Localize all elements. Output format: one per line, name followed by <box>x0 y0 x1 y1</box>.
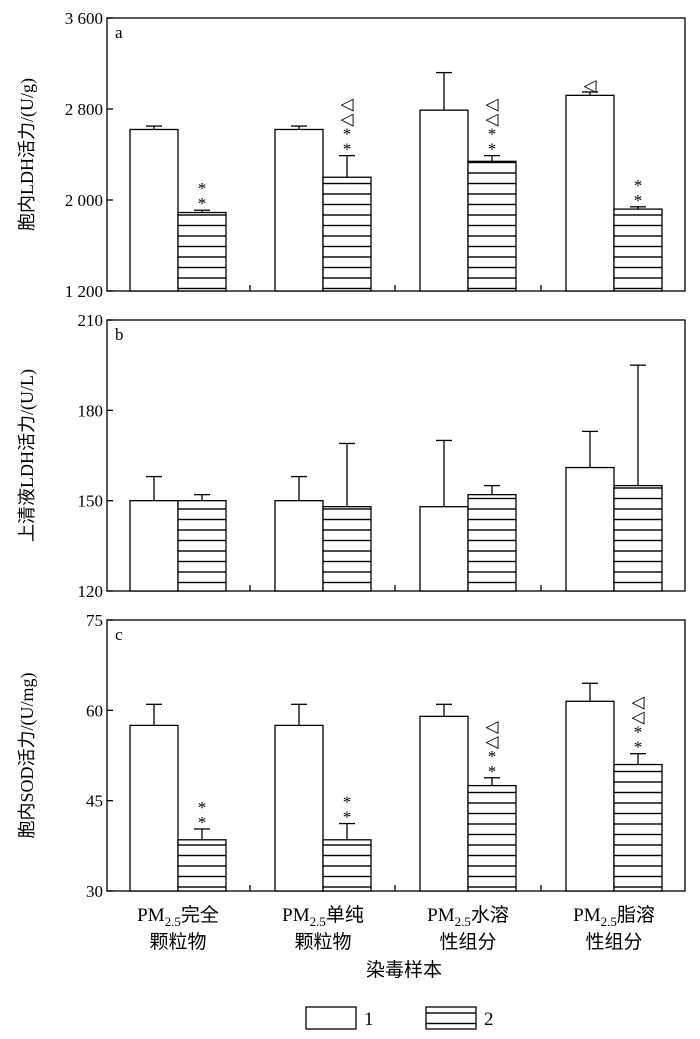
significance-asterisk: * <box>488 140 497 159</box>
significance-triangle: ◁ <box>631 693 645 712</box>
significance-asterisk: * <box>634 176 643 195</box>
significance-triangle: ◁ <box>340 110 354 129</box>
y-axis-title: 胞内SOD活力/(U/mg) <box>17 672 38 838</box>
significance-asterisk: * <box>198 813 207 832</box>
y-tick-label: 1 200 <box>65 282 103 301</box>
category-label-line2: 颗粒物 <box>294 931 351 953</box>
category-label-line2: 性组分 <box>585 931 642 953</box>
panel-b: 120 150 180 210 b 上清液LDH活力/(U/L) <box>17 311 686 601</box>
panel-letter: a <box>115 23 123 42</box>
legend-swatch-1 <box>305 1006 357 1030</box>
bar-series-2 <box>177 839 227 892</box>
significance-asterisk: * <box>634 191 643 210</box>
significance-triangle: ◁ <box>485 110 499 129</box>
significance-asterisk: * <box>198 179 207 198</box>
bar-series-1 <box>274 500 324 592</box>
y-tick-label: 30 <box>86 882 103 901</box>
significance-asterisk: * <box>343 140 352 159</box>
bar-series-1 <box>565 700 615 892</box>
significance-asterisk: * <box>488 762 497 781</box>
legend-swatch-2 <box>425 1006 477 1030</box>
significance-triangle: ◁ <box>583 76 597 95</box>
significance-triangle: ◁ <box>340 95 354 114</box>
panel-letter: b <box>115 325 124 344</box>
y-tick-label: 2 000 <box>65 191 103 210</box>
plot-frame <box>106 319 686 592</box>
category-label-line2: 性组分 <box>439 931 496 953</box>
y-tick-label: 60 <box>86 701 103 720</box>
category-label-line2: 颗粒物 <box>149 931 206 953</box>
y-tick-label: 75 <box>86 611 103 630</box>
significance-triangle: ◁ <box>485 732 499 751</box>
bar-series-2 <box>322 839 372 892</box>
bar-series-2 <box>177 211 227 292</box>
bar-series-1 <box>565 94 615 292</box>
category-label: PM2.5脂溶 <box>573 904 655 929</box>
bar-series-1 <box>274 724 324 892</box>
significance-asterisk: * <box>488 125 497 144</box>
bar-series-2 <box>613 208 663 292</box>
category-label: PM2.5水溶 <box>427 904 509 929</box>
bar-series-2 <box>467 784 517 892</box>
legend-label-1: 1 <box>364 1009 374 1030</box>
bar-series-1 <box>565 466 615 592</box>
bar-series-2 <box>613 763 663 892</box>
y-tick-label: 210 <box>78 311 104 330</box>
bar-series-1 <box>129 724 179 892</box>
significance-asterisk: * <box>343 125 352 144</box>
y-tick-label: 180 <box>78 401 104 420</box>
significance-asterisk: * <box>198 798 207 817</box>
significance-asterisk: * <box>634 738 643 757</box>
significance-asterisk: * <box>198 194 207 213</box>
significance-asterisk: * <box>343 793 352 812</box>
bar-series-1 <box>419 109 469 292</box>
significance-asterisk: * <box>343 808 352 827</box>
bar-series-1 <box>129 128 179 292</box>
category-label: PM2.5单纯 <box>282 904 364 929</box>
x-axis-title: 染毒样本 <box>366 959 442 981</box>
y-tick-label: 3 600 <box>65 9 103 28</box>
significance-triangle: ◁ <box>485 717 499 736</box>
bar-series-2 <box>467 160 517 292</box>
category-label: PM2.5完全 <box>137 904 219 929</box>
legend-label-2: 2 <box>484 1009 494 1030</box>
panel-letter: c <box>115 625 123 644</box>
bar-series-2 <box>322 506 372 592</box>
bar-series-2 <box>613 484 663 592</box>
bar-series-2 <box>322 176 372 292</box>
y-axis-title: 上清液LDH活力/(U/L) <box>17 369 38 542</box>
bar-series-1 <box>129 500 179 592</box>
bar-series-2 <box>177 500 227 592</box>
significance-asterisk: * <box>634 723 643 742</box>
significance-triangle: ◁ <box>485 95 499 114</box>
plot-frame <box>106 619 686 892</box>
y-tick-label: 2 800 <box>65 100 103 119</box>
bar-series-2 <box>467 493 517 592</box>
y-tick-label: 150 <box>78 492 104 511</box>
significance-asterisk: * <box>488 747 497 766</box>
bar-series-1 <box>419 506 469 592</box>
y-axis-title: 胞内LDH活力/(U/g) <box>17 78 38 231</box>
y-tick-label: 120 <box>78 582 104 601</box>
plot-frame <box>106 17 686 292</box>
significance-triangle: ◁ <box>631 708 645 727</box>
y-tick-label: 45 <box>86 792 103 811</box>
bar-series-1 <box>274 128 324 292</box>
bar-series-1 <box>419 715 469 892</box>
